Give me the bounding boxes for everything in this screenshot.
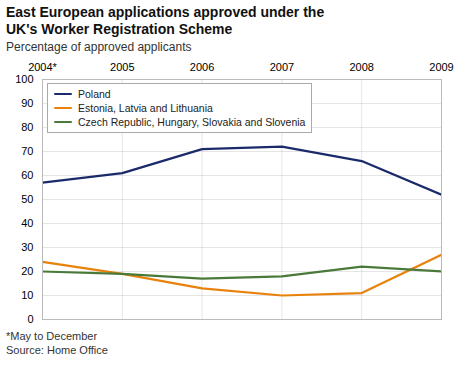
html-text:Estonia, Latvia and Lithuania: Estonia, Latvia and Lithuania: [78, 102, 213, 114]
svg-text:100: 100: [15, 73, 33, 85]
svg-text:40: 40: [21, 217, 33, 229]
svg-text:90: 90: [21, 97, 33, 109]
svg-text:10: 10: [21, 289, 33, 301]
svg-text:2008: 2008: [349, 61, 373, 73]
html-text:Czech Republic, Hungary, Slova: Czech Republic, Hungary, Slovakia and Sl…: [78, 116, 306, 128]
svg-text:2009: 2009: [429, 61, 453, 73]
svg-text:80: 80: [21, 121, 33, 133]
svg-text:60: 60: [21, 169, 33, 181]
svg-text:2006: 2006: [190, 61, 214, 73]
svg-text:2007: 2007: [270, 61, 294, 73]
svg-text:0: 0: [27, 313, 33, 325]
svg-text:30: 30: [21, 241, 33, 253]
html-text:*May to December: *May to December: [6, 330, 98, 342]
html-text:Percentage of approved applica: Percentage of approved applicants: [6, 40, 192, 54]
html-text:Source: Home Office: Source: Home Office: [6, 344, 108, 356]
svg-text:2004*: 2004*: [28, 61, 57, 73]
svg-text:20: 20: [21, 265, 33, 277]
svg-text:50: 50: [21, 193, 33, 205]
svg-text:2005: 2005: [110, 61, 134, 73]
html-text:East European applications app: East European applications approved unde…: [6, 4, 325, 37]
svg-text:70: 70: [21, 145, 33, 157]
html-text:Poland: Poland: [78, 88, 111, 100]
